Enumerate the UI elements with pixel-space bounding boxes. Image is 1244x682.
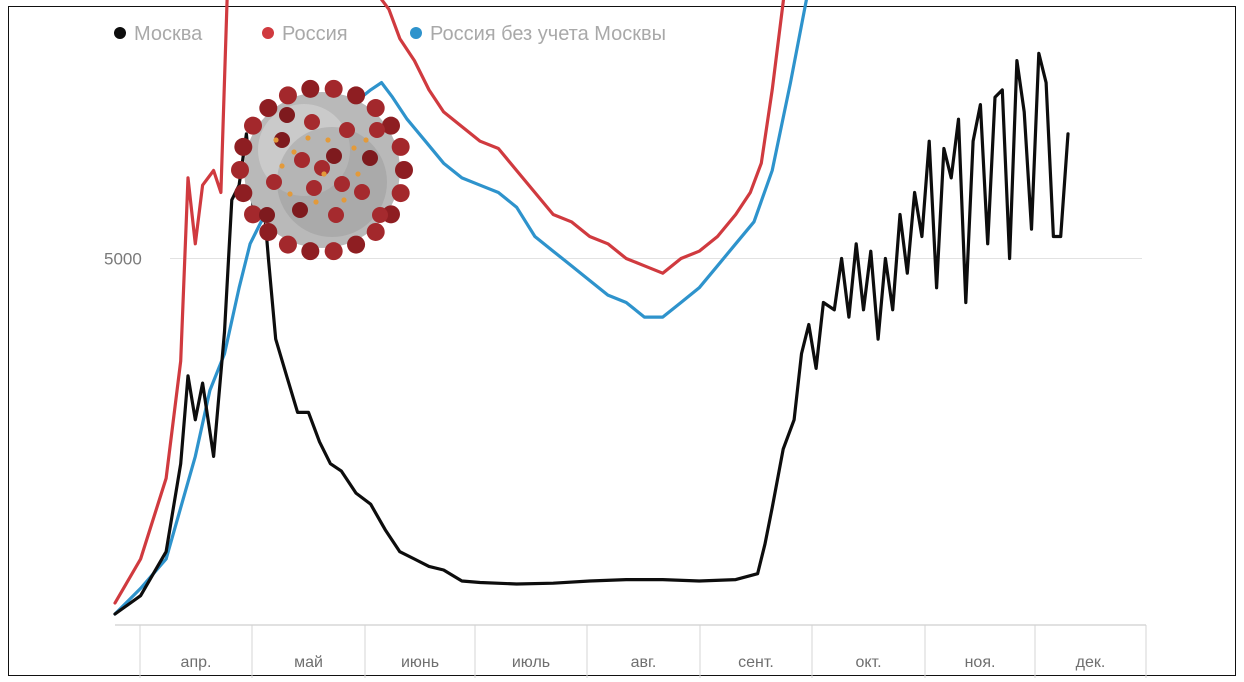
series-line-1 [113, 0, 786, 605]
virus-spike [304, 114, 320, 130]
virus-spike [259, 207, 275, 223]
virus-dot [321, 171, 327, 177]
virus-spike [301, 79, 320, 98]
virus-dot [325, 137, 331, 143]
virus-dot [355, 171, 361, 177]
virus-spike [369, 122, 385, 138]
virus-spike [274, 132, 290, 148]
x-tick-label: авг. [631, 654, 657, 671]
x-tick-label: дек. [1076, 654, 1106, 671]
virus-spike [366, 99, 385, 118]
virus-spike [301, 242, 320, 261]
virus-dot [351, 145, 357, 151]
virus-spike [391, 184, 410, 203]
x-axis: апр. май июнь июль авг. сент. окт. ноя. дек. [115, 624, 1147, 678]
legend-label: Россия без учета Москвы [430, 23, 666, 45]
legend-marker [114, 27, 126, 39]
virus-spike [326, 148, 342, 164]
x-tick-label: июль [512, 654, 550, 671]
virus-spike [334, 176, 350, 192]
y-axis: 5000100001500020000250030003500 [104, 250, 142, 269]
virus-dot [279, 163, 285, 169]
virus-spike [279, 107, 295, 123]
x-tick-label: окт. [855, 654, 881, 671]
coronavirus-icon [231, 79, 413, 261]
virus-spike [259, 222, 278, 241]
virus-spike [324, 242, 343, 261]
virus-spike [292, 202, 308, 218]
virus-spike [381, 116, 400, 135]
legend: Москва Россия Россия без учета Москвы [114, 23, 666, 45]
virus-spike [231, 161, 249, 179]
virus-spike [354, 184, 370, 200]
legend-label: Россия [282, 23, 348, 45]
x-tick-label: июнь [401, 654, 439, 671]
virus-spike [372, 207, 388, 223]
virus-spike [244, 205, 263, 224]
x-tick-label: ноя. [965, 654, 996, 671]
virus-spike [234, 184, 253, 203]
virus-spike [259, 99, 278, 118]
virus-spike [347, 86, 366, 105]
x-tick-label: май [294, 654, 323, 671]
virus-spike [339, 122, 355, 138]
virus-spike [234, 137, 253, 156]
x-tick-label: апр. [181, 654, 212, 671]
virus-spike [328, 207, 344, 223]
virus-spike [244, 116, 263, 135]
legend-label: Москва [134, 23, 203, 45]
series-line-2 [113, 0, 808, 616]
series-lines [113, 0, 1070, 616]
virus-spike [294, 152, 310, 168]
y-tick-label: 5000 [104, 250, 142, 269]
virus-spike [278, 235, 297, 254]
virus-spike [395, 161, 413, 179]
virus-spike [347, 235, 366, 254]
virus-dot [287, 191, 293, 197]
chart-frame [8, 6, 1236, 676]
virus-spike [306, 180, 322, 196]
virus-spike [362, 150, 378, 166]
virus-dot [363, 137, 369, 143]
virus-dot [341, 197, 347, 203]
x-tick-label: сент. [738, 654, 774, 671]
virus-dot [273, 137, 279, 143]
legend-marker [262, 27, 274, 39]
legend-marker [410, 27, 422, 39]
virus-spike [278, 86, 297, 105]
virus-spike [314, 160, 330, 176]
virus-dot [313, 199, 319, 205]
virus-spike [324, 79, 343, 98]
virus-dot [305, 135, 311, 141]
virus-dot [291, 149, 297, 155]
virus-spike [366, 222, 385, 241]
virus-spike [391, 137, 410, 156]
virus-spike [266, 174, 282, 190]
